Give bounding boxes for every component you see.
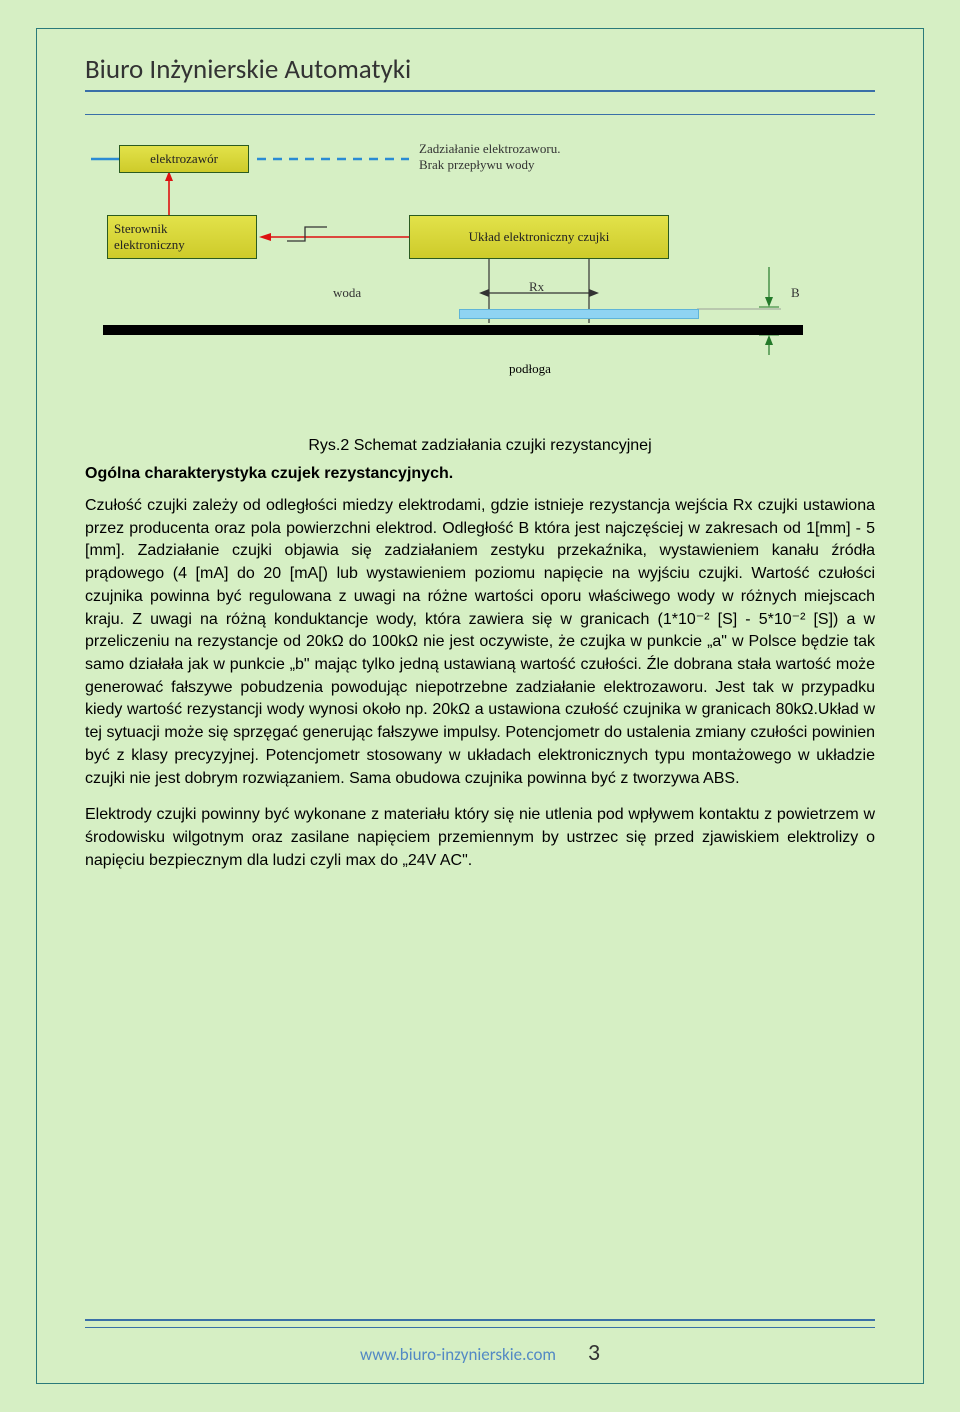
box-elektrozawor: elektrozawór (119, 145, 249, 173)
box-uklad: Układ elektroniczny czujki (409, 215, 669, 259)
page-number: 3 (588, 1338, 600, 1367)
note-line1: Zadziałanie elektrozaworu. (419, 141, 560, 157)
footer-rule (85, 1319, 875, 1321)
page-frame: Biuro Inżynierskie Automatyki (36, 28, 924, 1384)
doc-title: Biuro Inżynierskie Automatyki (85, 53, 875, 90)
title-rule-thin (85, 114, 875, 115)
box-elektrozawor-label: elektrozawór (144, 149, 224, 169)
box-sterownik-label: Sterownik elektroniczny (108, 219, 191, 254)
water-layer (459, 309, 699, 319)
box-uklad-label: Układ elektroniczny czujki (463, 227, 616, 247)
note-line2: Brak przepływu wody (419, 157, 535, 173)
diagram-svg (79, 137, 839, 427)
label-b: B (791, 285, 800, 301)
label-podloga: podłoga (509, 361, 551, 377)
schematic-diagram: elektrozawór Sterownik elektroniczny Ukł… (79, 137, 839, 427)
paragraph-1: Czułość czujki zależy od odległości mied… (85, 495, 875, 790)
figure-caption: Rys.2 Schemat zadziałania czujki rezysta… (85, 437, 875, 455)
page-footer: www.biuro-inzynierskie.com 3 (37, 1319, 923, 1367)
label-woda: woda (333, 285, 361, 301)
floor-bar (103, 325, 803, 335)
title-rule (85, 90, 875, 92)
box-sterownik: Sterownik elektroniczny (107, 215, 257, 259)
paragraph-2: Elektrody czujki powinny być wykonane z … (85, 804, 875, 872)
section-heading: Ogólna charakterystyka czujek rezystancy… (85, 465, 875, 483)
footer-rule2 (85, 1327, 875, 1328)
label-rx: Rx (529, 279, 544, 295)
footer-url: www.biuro-inzynierskie.com (360, 1344, 556, 1365)
